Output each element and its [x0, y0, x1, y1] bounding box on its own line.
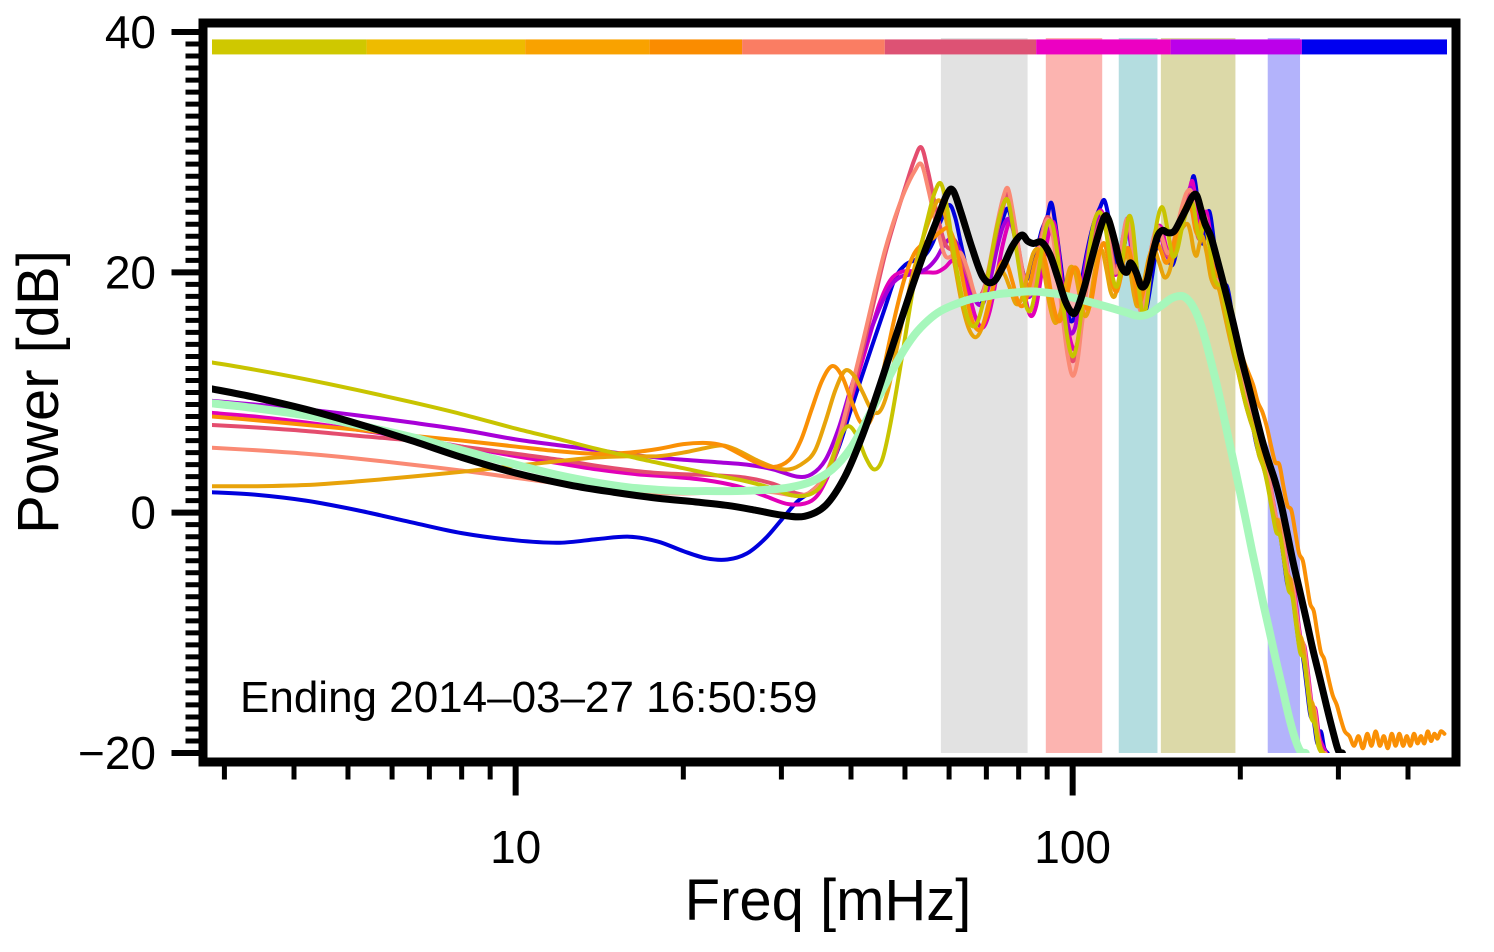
- curves-clipped: [212, 145, 1447, 753]
- colorbar-segment-8: [1301, 39, 1447, 55]
- band-lightblue: [1118, 38, 1158, 753]
- colorbar-segment-3: [649, 39, 743, 55]
- series-spectrum-olive: [212, 180, 1324, 753]
- spectra-curves-group: [212, 145, 1447, 753]
- tick-labels-group: −20 0 20 40 10 100: [78, 6, 1111, 873]
- y-tick-label: 20: [105, 246, 156, 298]
- x-tick-label: 100: [1034, 821, 1111, 873]
- y-tick-label: 40: [105, 6, 156, 58]
- axis-frame: [171, 18, 1461, 796]
- colorbar-segment-1: [366, 39, 526, 55]
- colorbar-segment-5: [884, 39, 1037, 55]
- colorbar-segment-6: [1036, 39, 1171, 55]
- time-colorbar: [212, 39, 1447, 55]
- band-gray: [940, 38, 1028, 753]
- colorbar-segment-2: [525, 39, 650, 55]
- x-tick-label: 10: [490, 821, 541, 873]
- shaded-bands-group: [940, 38, 1301, 753]
- ending-timestamp-annotation: Ending 2014–03–27 16:50:59: [240, 673, 817, 722]
- colorbar-segment-7: [1170, 39, 1302, 55]
- series-mean: [212, 185, 1346, 753]
- y-tick-label: −20: [78, 727, 156, 779]
- band-pink: [1045, 38, 1103, 753]
- colorbar-segment-4: [742, 39, 885, 55]
- y-tick-label: 0: [130, 487, 156, 539]
- colorbar-segment-0: [212, 39, 367, 55]
- y-axis-title: Power [dB]: [6, 250, 71, 534]
- band-khaki: [1160, 38, 1236, 753]
- x-axis-title: Freq [mHz]: [685, 868, 972, 933]
